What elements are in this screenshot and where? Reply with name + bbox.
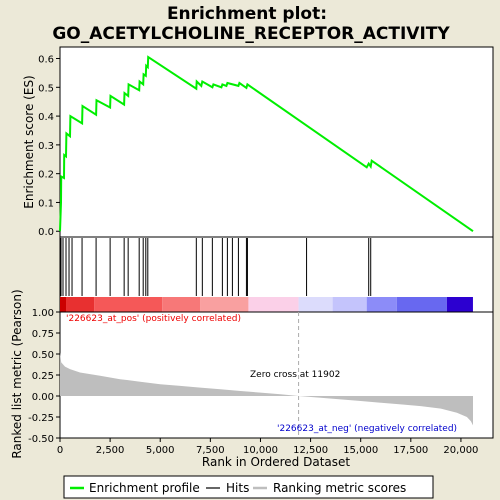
x-tick-label: 20,000 [443,445,478,456]
metric-y-axis: -0.50 -0.25 0.00 0.25 0.50 0.75 1.00 [28,308,60,445]
metric-panel-frame [59,311,494,439]
x-axis: 0 2,500 5,000 7,500 10,000 12,500 15,000 17,500… [57,438,478,456]
es-y-tick-label: 0.6 [38,55,54,66]
color-bar-segment [162,297,201,312]
legend-enrichment-label: Enrichment profile [89,481,200,495]
color-bar-segment [332,297,367,312]
metric-y-tick-label: -0.50 [28,434,54,445]
color-bar-segment [298,297,333,312]
color-bar-segment [66,297,95,312]
pos-correlated-label: '226623_at_pos' (positively correlated) [66,314,241,324]
es-y-tick-label: 0.3 [38,141,54,152]
zero-cross-label: Zero cross at 11902 [250,370,340,380]
x-tick-label: 2,500 [96,445,125,456]
legend-metric-label: Ranking metric scores [273,481,406,495]
color-bar-segment [396,297,447,312]
metric-y-tick-label: 0.00 [32,392,54,403]
color-bar-segment [60,297,67,312]
legend-hits-label: Hits [226,481,249,495]
metric-y-tick-label: 0.75 [32,329,54,340]
x-tick-label: 0 [57,445,63,456]
metric-y-tick-label: 0.25 [32,371,54,382]
x-tick-label: 15,000 [343,445,378,456]
es-y-tick-label: 0.2 [38,170,54,181]
ranked-color-bar [60,297,473,312]
es-y-tick-label: 0.5 [38,83,54,94]
chart-subtitle: GO_ACETYLCHOLINE_RECEPTOR_ACTIVITY [52,24,450,44]
metric-y-tick-label: 1.00 [32,308,54,319]
legend: Enrichment profile Hits Ranking metric s… [63,475,434,499]
x-tick-label: 7,500 [196,445,225,456]
es-y-tick-label: 0.0 [38,227,54,238]
metric-y-tick-label: -0.25 [28,413,54,424]
color-bar-segment [200,297,249,312]
x-tick-label: 5,000 [146,445,175,456]
enrichment-profile-line [59,55,474,233]
x-axis-label: Rank in Ordered Dataset [202,455,350,469]
chart-title: Enrichment plot: [167,4,327,24]
hit-markers [60,238,372,296]
ranking-metric-area [60,352,473,426]
es-y-axis-label: Enrichment score (ES) [22,75,36,208]
neg-correlated-label: '226623_at_neg' (negatively correlated) [277,424,457,434]
es-y-tick-label: 0.1 [38,198,54,209]
color-bar-segment [446,297,473,312]
x-tick-label: 12,500 [293,445,328,456]
es-y-axis: 0.0 0.1 0.2 0.3 0.4 0.5 0.6 [38,55,60,238]
hits-panel [59,236,494,313]
es-y-tick-label: 0.4 [38,112,54,123]
es-panel: 0.0 0.1 0.2 0.3 0.4 0.5 0.6 Enrichment score (… [22,46,494,238]
metric-panel: -0.50 -0.25 0.00 0.25 0.50 0.75 1.00 '226623_a… [10,289,494,459]
x-tick-label: 10,000 [243,445,278,456]
es-panel-frame [59,46,494,238]
color-bar-segment [366,297,397,312]
color-bar-segment [248,297,299,312]
metric-y-axis-label: Ranked list metric (Pearson) [10,289,24,458]
legend-box [63,475,434,499]
metric-y-tick-label: 0.50 [32,350,54,361]
x-tick-label: 17,500 [393,445,428,456]
color-bar-segment [94,297,163,312]
